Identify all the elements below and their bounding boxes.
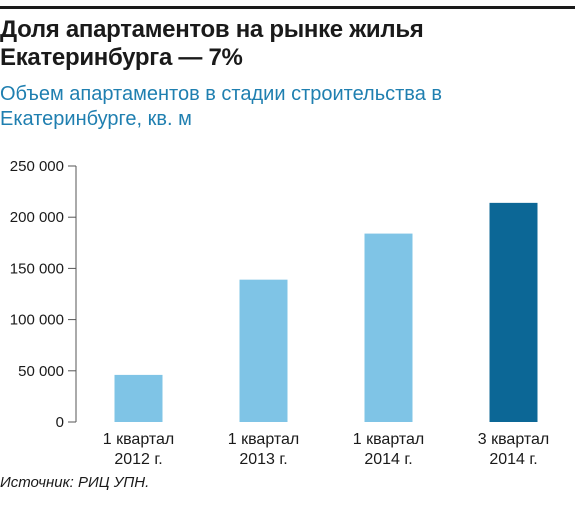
- x-tick-label: 3 квартал: [478, 431, 550, 448]
- bar-chart: 0 50 000 100 000 150 000 200 000 250 000 1 кв…: [10, 158, 550, 468]
- bar: [364, 233, 413, 422]
- x-tick-label: 1 квартал: [228, 431, 300, 448]
- x-tick-label: 1 квартал: [103, 431, 175, 448]
- y-axis: 0 50 000 100 000 150 000 200 000 250 000: [10, 158, 77, 431]
- y-tick-label: 150 000: [10, 260, 64, 277]
- source-note: Источник: РИЦ УПН.: [0, 474, 150, 491]
- bar: [489, 202, 538, 422]
- chart-title: Доля апартаментов на рынке жилья Екатери…: [0, 16, 424, 71]
- x-tick-label: 2014 г.: [489, 451, 537, 468]
- y-tick-label: 200 000: [10, 209, 64, 226]
- top-rule: [0, 6, 575, 9]
- bar: [114, 374, 163, 422]
- x-tick-label: 2012 г.: [114, 451, 162, 468]
- y-tick-label: 100 000: [10, 312, 64, 329]
- x-axis-labels: 1 квартал 2012 г. 1 квартал 2013 г. 1 кварта…: [103, 431, 550, 468]
- bar: [239, 279, 288, 422]
- x-tick-label: 2013 г.: [239, 451, 287, 468]
- bars: [114, 202, 538, 422]
- x-tick-label: 2014 г.: [364, 451, 412, 468]
- x-tick-label: 1 квартал: [353, 431, 425, 448]
- y-tick-label: 0: [56, 414, 64, 431]
- chart-subtitle: Объем апартаментов в стадии строительств…: [0, 83, 442, 130]
- y-tick-label: 250 000: [10, 158, 64, 175]
- y-tick-label: 50 000: [18, 363, 64, 380]
